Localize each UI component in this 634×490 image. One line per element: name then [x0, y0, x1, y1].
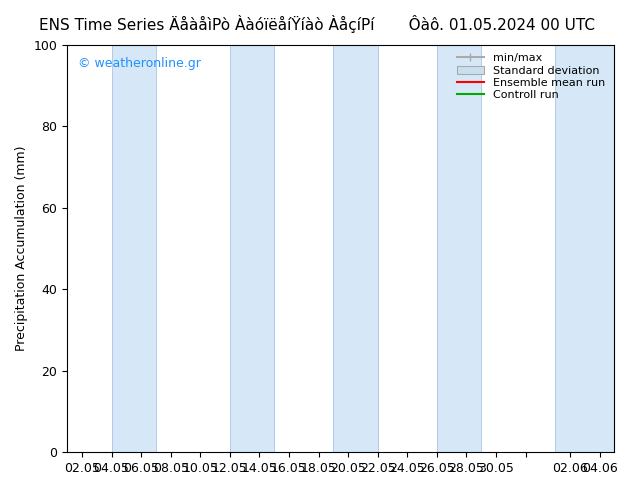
- Bar: [333, 45, 378, 452]
- Bar: [112, 45, 156, 452]
- Text: ENS Time Series ÄåàåìPò ÀàóïëåíŸíàò ÀåçíPí       Ôàô. 01.05.2024 00 UTC: ENS Time Series ÄåàåìPò ÀàóïëåíŸíàò Àåçí…: [39, 15, 595, 33]
- Legend: min/max, Standard deviation, Ensemble mean run, Controll run: min/max, Standard deviation, Ensemble me…: [453, 50, 609, 103]
- Bar: [555, 45, 614, 452]
- Text: © weatheronline.gr: © weatheronline.gr: [78, 57, 201, 70]
- Bar: [230, 45, 275, 452]
- Bar: [437, 45, 481, 452]
- Y-axis label: Precipitation Accumulation (mm): Precipitation Accumulation (mm): [15, 146, 28, 351]
